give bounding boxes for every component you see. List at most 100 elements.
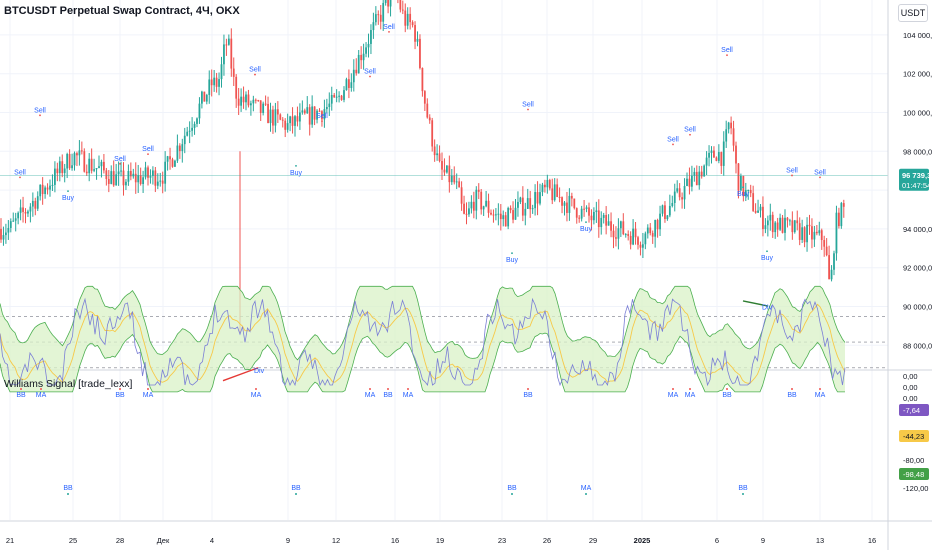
time-axis-label: 25	[69, 536, 77, 545]
buy-signal-dot	[742, 186, 744, 189]
candle-body	[95, 168, 98, 170]
time-axis-label: 9	[286, 536, 290, 545]
candle-body	[362, 53, 365, 61]
candle-body	[186, 131, 189, 136]
bollinger-lower-line	[0, 285, 846, 361]
candle-body	[316, 110, 318, 120]
candle-body	[492, 214, 495, 216]
candle-body	[144, 167, 147, 178]
candle-body	[541, 184, 544, 193]
bearish-divergence-line	[222, 367, 259, 382]
candle-body	[303, 110, 306, 114]
candle-body	[764, 225, 767, 230]
candle-body	[93, 169, 95, 171]
candle-body	[188, 130, 191, 132]
candle-body	[531, 208, 534, 210]
divergence-label: Div	[762, 304, 773, 311]
sell-signal-dot	[819, 176, 821, 179]
price-axis-tick: 100 000,0	[903, 109, 932, 118]
candle-body	[115, 174, 118, 186]
candle-body	[401, 9, 404, 11]
candle-body	[404, 10, 407, 26]
candle-body	[213, 77, 216, 86]
candle-body	[458, 181, 461, 188]
candle-body	[134, 173, 137, 183]
ma-signal-label: MA	[581, 485, 592, 492]
price-axis-tick: 88 000,0	[903, 341, 932, 350]
indicator-title[interactable]: Williams Signal [trade_lexx]	[4, 378, 133, 390]
candle-body	[619, 221, 622, 229]
candle-body	[830, 269, 833, 280]
candle-body	[727, 122, 730, 130]
candle-body	[700, 171, 703, 177]
candle-body	[472, 201, 475, 211]
candle-body	[63, 168, 66, 174]
candle-body	[671, 202, 674, 206]
candle-body	[56, 168, 59, 174]
symbol-title[interactable]: BTCUSDT Perpetual Swap Contract, 4Ч, OKX	[4, 5, 240, 17]
candle-body	[526, 198, 529, 209]
candle-body	[570, 195, 573, 199]
indicator-value-label: -98,48	[903, 470, 924, 479]
candle-body	[823, 240, 826, 247]
candle-body	[600, 217, 603, 228]
candle-body	[220, 64, 223, 80]
candle-body	[110, 171, 113, 184]
ma-signal-label: MA	[668, 392, 679, 399]
bb-signal-label: BB	[738, 485, 748, 492]
sell-signal-label: Sell	[34, 107, 46, 114]
sell-signal-dot	[147, 153, 149, 156]
indicator-signal-dot	[672, 388, 674, 390]
sell-signal-dot	[39, 114, 41, 117]
sell-signal-label: Sell	[114, 156, 126, 163]
candle-body	[414, 25, 416, 42]
candle-body	[470, 201, 473, 209]
candle-body	[252, 99, 255, 104]
candle-body	[649, 227, 652, 234]
indicator-signal-dot	[511, 493, 513, 495]
candle-body	[14, 218, 17, 221]
time-axis-label: 12	[332, 536, 340, 545]
candle-body	[313, 106, 316, 120]
candle-body	[673, 191, 676, 203]
candle-body	[139, 175, 142, 185]
bullish-divergence-line	[742, 300, 769, 307]
candle-body	[686, 178, 688, 187]
candle-body	[691, 175, 693, 187]
sell-signal-dot	[321, 120, 323, 123]
candle-body	[193, 123, 196, 128]
candle-body	[83, 151, 86, 172]
candle-body	[39, 184, 42, 197]
candle-body	[551, 188, 554, 201]
candle-body	[46, 187, 49, 190]
candle-body	[676, 188, 679, 192]
candle-body	[76, 153, 78, 156]
candle-body	[774, 222, 777, 233]
candle-body	[443, 169, 446, 173]
time-axis-label: 16	[868, 536, 876, 545]
time-axis-label: 16	[391, 536, 399, 545]
candle-body	[78, 150, 81, 156]
candle-body	[242, 96, 245, 103]
candle-body	[132, 173, 135, 177]
indicator-signal-dot	[369, 388, 371, 390]
indicator-signal-dot	[119, 388, 121, 390]
candle-body	[678, 188, 681, 198]
candle-body	[245, 94, 247, 103]
candle-body	[811, 226, 813, 240]
candle-body	[433, 146, 436, 156]
currency-button[interactable]: USDT	[898, 4, 928, 22]
candle-body	[840, 203, 843, 227]
candle-body	[446, 165, 448, 173]
candle-body	[112, 171, 115, 186]
candle-body	[41, 184, 44, 195]
candle-body	[406, 13, 409, 26]
candle-body	[237, 98, 240, 106]
candle-body	[722, 141, 725, 166]
candle-body	[762, 206, 764, 230]
candle-body	[740, 175, 742, 191]
candle-body	[308, 107, 311, 125]
bb-signal-label: BB	[115, 392, 125, 399]
